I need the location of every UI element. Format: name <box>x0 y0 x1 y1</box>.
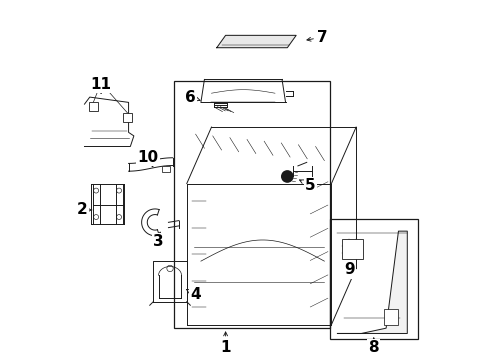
Text: 10: 10 <box>137 149 159 167</box>
Text: 1: 1 <box>220 332 231 355</box>
Circle shape <box>281 170 294 183</box>
Bar <box>384 309 398 325</box>
Bar <box>174 81 330 328</box>
Bar <box>162 166 170 172</box>
Text: 7: 7 <box>307 30 328 45</box>
Text: 8: 8 <box>368 338 379 355</box>
Text: 6: 6 <box>185 90 200 105</box>
Text: 5: 5 <box>299 178 316 193</box>
Text: 11: 11 <box>91 77 112 94</box>
Bar <box>123 113 132 122</box>
Polygon shape <box>217 35 296 48</box>
Text: 2: 2 <box>76 202 92 217</box>
Text: 3: 3 <box>153 232 164 249</box>
Text: 9: 9 <box>344 262 354 278</box>
Bar <box>330 219 418 339</box>
Text: 4: 4 <box>186 287 201 302</box>
Bar <box>89 102 98 111</box>
Polygon shape <box>338 231 407 333</box>
Bar <box>342 239 363 259</box>
